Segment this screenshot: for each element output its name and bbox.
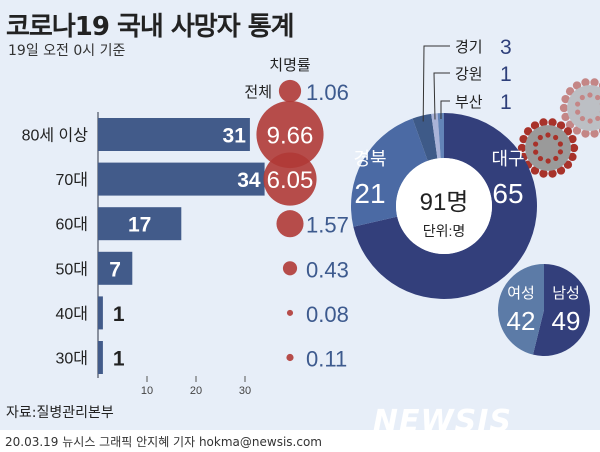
bar-value-label: 34: [237, 169, 261, 192]
source-note: 자료:질병관리본부: [6, 405, 114, 421]
fatality-bubble: [276, 210, 304, 238]
region-value: 65: [492, 178, 523, 209]
x-tick-label: 20: [190, 385, 202, 397]
fatality-header: 치명률: [269, 57, 311, 74]
donut-unit: 단위:명: [423, 223, 466, 239]
bar: [98, 162, 265, 196]
bar-value-label: 7: [109, 258, 121, 281]
newsis-logo: NEWSIS: [372, 404, 512, 439]
gender-slice-1: [497, 264, 544, 355]
fatality-bubble-total: [278, 79, 302, 103]
region-label: 경북: [353, 149, 386, 169]
fatality-bubble: [263, 152, 317, 206]
region-value: 3: [500, 36, 512, 59]
region-label: 경기: [455, 39, 483, 56]
footer-bar: [0, 430, 600, 452]
age-label: 40대: [55, 305, 88, 323]
x-tick-label: 30: [239, 385, 251, 397]
region-value: 21: [354, 178, 385, 209]
region-value: 1: [500, 63, 512, 86]
total-label: 전체: [244, 84, 272, 101]
donut-total: 91명: [420, 189, 469, 216]
fatality-value: 0.43: [306, 257, 349, 282]
fatality-bubble: [286, 309, 294, 316]
bar: [98, 251, 133, 285]
bar: [98, 296, 103, 330]
donut-slice-1: [351, 118, 428, 227]
callout-line: [440, 100, 450, 120]
virus-image: [517, 118, 579, 178]
region-value: 1: [500, 91, 512, 114]
bar: [98, 207, 182, 241]
credit-line: 20.03.19 뉴시스 그래픽 안지혜 기자 hokma@newsis.com: [5, 435, 322, 449]
virus-image: [559, 78, 600, 138]
donut-slice-0: [353, 113, 537, 299]
fatality-value: 0.08: [306, 302, 349, 327]
donut-hole: [396, 158, 492, 254]
bar: [98, 118, 250, 151]
fatality-bubble: [282, 261, 298, 276]
gender-value: 49: [552, 306, 581, 336]
fatality-value: 1.57: [306, 213, 349, 238]
donut-slice-2: [412, 113, 438, 161]
x-tick-label: 10: [141, 385, 153, 397]
fatality-bubble: [286, 353, 294, 362]
bar: [98, 341, 103, 374]
callout-line: [433, 72, 450, 120]
gender-value: 42: [507, 306, 536, 336]
bar-value-label: 17: [128, 214, 151, 237]
donut-slice-3: [431, 113, 441, 159]
age-label: 70대: [55, 171, 88, 189]
fatality-value: 9.66: [267, 123, 314, 150]
gender-label: 여성: [507, 285, 535, 302]
fatality-value: 0.11: [306, 347, 347, 372]
age-label: 50대: [55, 260, 88, 278]
age-label: 80세 이상: [22, 127, 89, 145]
region-label: 대구: [491, 149, 524, 169]
callout-line: [422, 45, 450, 122]
bar-value-label: 1: [113, 303, 125, 326]
gender-slice-0: [532, 264, 590, 356]
age-label: 60대: [55, 216, 88, 234]
page-title: 코로나19 국내 사망자 통계: [6, 12, 295, 42]
bar-value-label: 1: [113, 348, 125, 371]
fatality-total-value: 1.06: [306, 80, 349, 105]
region-label: 강원: [455, 66, 483, 83]
gender-label: 남성: [552, 285, 580, 302]
fatality-value: 6.05: [267, 167, 314, 194]
fatality-bubble: [256, 100, 324, 169]
subtitle: 19일 오전 0시 기준: [8, 43, 126, 59]
region-label: 부산: [455, 94, 483, 111]
bar-value-label: 31: [223, 125, 247, 148]
age-label: 30대: [55, 350, 88, 368]
donut-slice-4: [437, 113, 444, 159]
